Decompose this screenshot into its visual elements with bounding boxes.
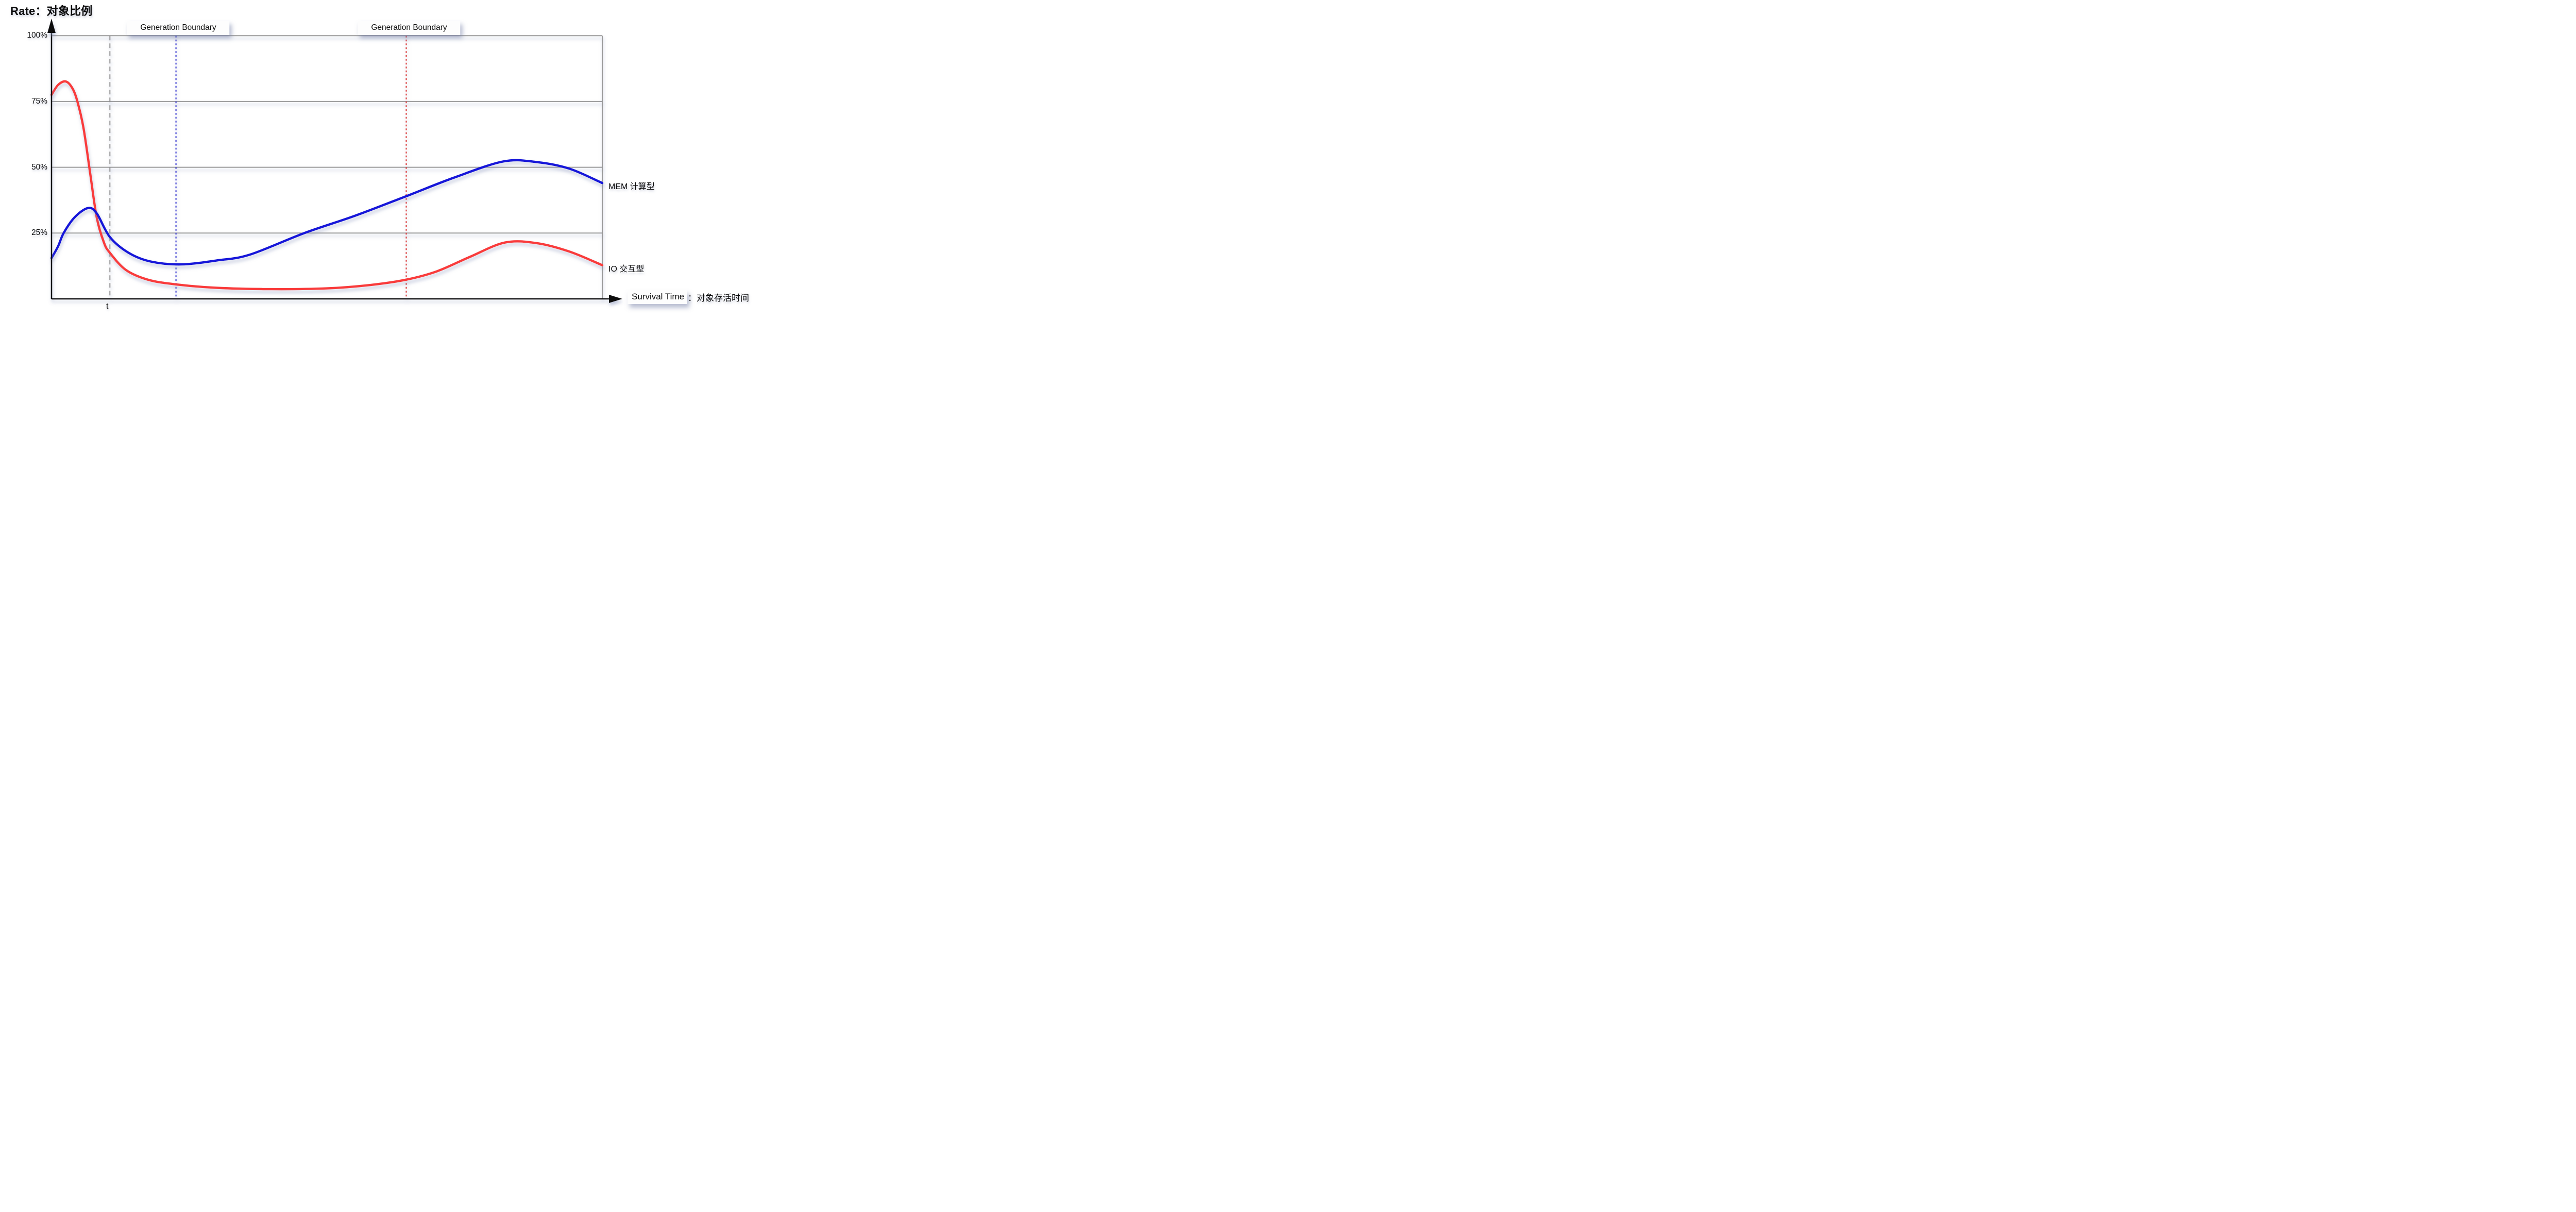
y-tick-75: 75% xyxy=(31,97,47,106)
y-axis-arrowhead xyxy=(47,19,56,33)
io-series-label: IO 交互型 xyxy=(608,265,645,274)
mem-series-label: MEM 计算型 xyxy=(608,182,655,191)
x-axis-label-cn: ：对象存活时间 xyxy=(688,293,750,303)
y-tick-100: 100% xyxy=(27,31,47,40)
x-axis-label: Survival Time ：对象存活时间 xyxy=(628,290,749,304)
gridlines xyxy=(52,35,603,299)
generation-boundary-label-1: Generation Boundary xyxy=(127,21,230,35)
t-marker-label: t xyxy=(106,302,109,311)
generation-boundary-label-2: Generation Boundary xyxy=(358,21,461,35)
x-axis-label-en: Survival Time xyxy=(628,290,688,304)
mem-curve xyxy=(50,159,604,266)
x-axis-arrowhead xyxy=(609,295,622,303)
survival-rate-chart xyxy=(47,19,622,303)
boundary-lines xyxy=(109,36,407,299)
y-tick-50: 50% xyxy=(31,163,47,172)
chart-title: Rate：对象比例 xyxy=(10,5,93,18)
y-tick-25: 25% xyxy=(31,228,47,237)
axes xyxy=(47,19,622,303)
io-curve xyxy=(50,80,604,291)
data-curves xyxy=(50,80,604,291)
chart-canvas: Rate：对象比例 100% 75% 50% 25% Generation Bo… xyxy=(0,0,808,323)
